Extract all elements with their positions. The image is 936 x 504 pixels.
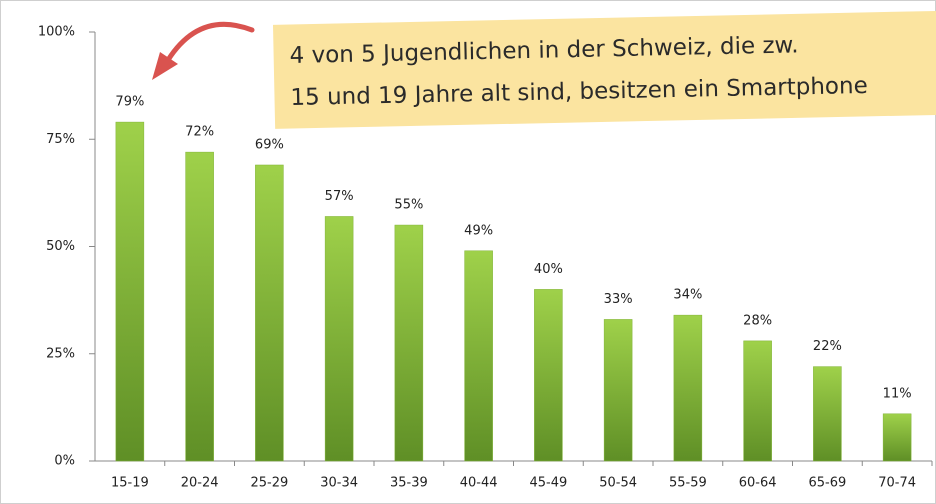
y-tick-label: 75% xyxy=(46,132,75,147)
y-tick-label: 25% xyxy=(46,346,75,361)
y-tick-label: 100% xyxy=(38,25,75,40)
x-tick-label: 65-69 xyxy=(808,476,846,491)
note-box xyxy=(272,10,936,129)
bar xyxy=(813,366,842,462)
value-label: 69% xyxy=(255,137,284,152)
x-tick-label: 15-19 xyxy=(111,476,149,491)
note-box-group: 4 von 5 Jugendlichen in der Schweiz, die… xyxy=(272,10,936,129)
value-label: 79% xyxy=(115,95,144,110)
bar xyxy=(185,151,214,462)
value-label: 72% xyxy=(185,125,214,140)
bar xyxy=(534,289,563,462)
bar xyxy=(394,224,424,462)
x-tick-label: 50-54 xyxy=(599,476,637,491)
arrow-head xyxy=(152,52,178,80)
x-tick-label: 60-64 xyxy=(739,476,777,491)
x-tick-label: 30-34 xyxy=(320,476,358,491)
value-label: 55% xyxy=(394,198,423,213)
bar xyxy=(324,216,354,462)
x-tick-label: 20-24 xyxy=(181,476,219,491)
x-tick-label: 35-39 xyxy=(390,476,428,491)
y-tick-label: 50% xyxy=(46,239,75,254)
bar xyxy=(464,250,493,462)
bar xyxy=(882,413,912,462)
value-label: 22% xyxy=(813,339,842,354)
arrow xyxy=(165,21,255,63)
x-tick-label: 70-74 xyxy=(878,476,916,491)
value-label: 40% xyxy=(534,262,563,277)
value-label: 33% xyxy=(604,292,633,307)
x-tick-label: 45-49 xyxy=(529,476,567,491)
value-label: 34% xyxy=(673,288,702,303)
bar xyxy=(673,314,703,462)
value-label: 28% xyxy=(743,313,772,328)
y-tick-label: 0% xyxy=(54,454,75,469)
x-tick-label: 55-59 xyxy=(669,476,707,491)
value-label: 11% xyxy=(883,386,912,401)
bar xyxy=(743,340,772,462)
value-label: 57% xyxy=(325,189,354,204)
bar xyxy=(115,121,145,462)
x-tick-label: 40-44 xyxy=(460,476,498,491)
x-tick-label: 25-29 xyxy=(250,476,288,491)
value-label: 49% xyxy=(464,223,493,238)
bar xyxy=(255,164,284,462)
bar xyxy=(603,319,633,462)
